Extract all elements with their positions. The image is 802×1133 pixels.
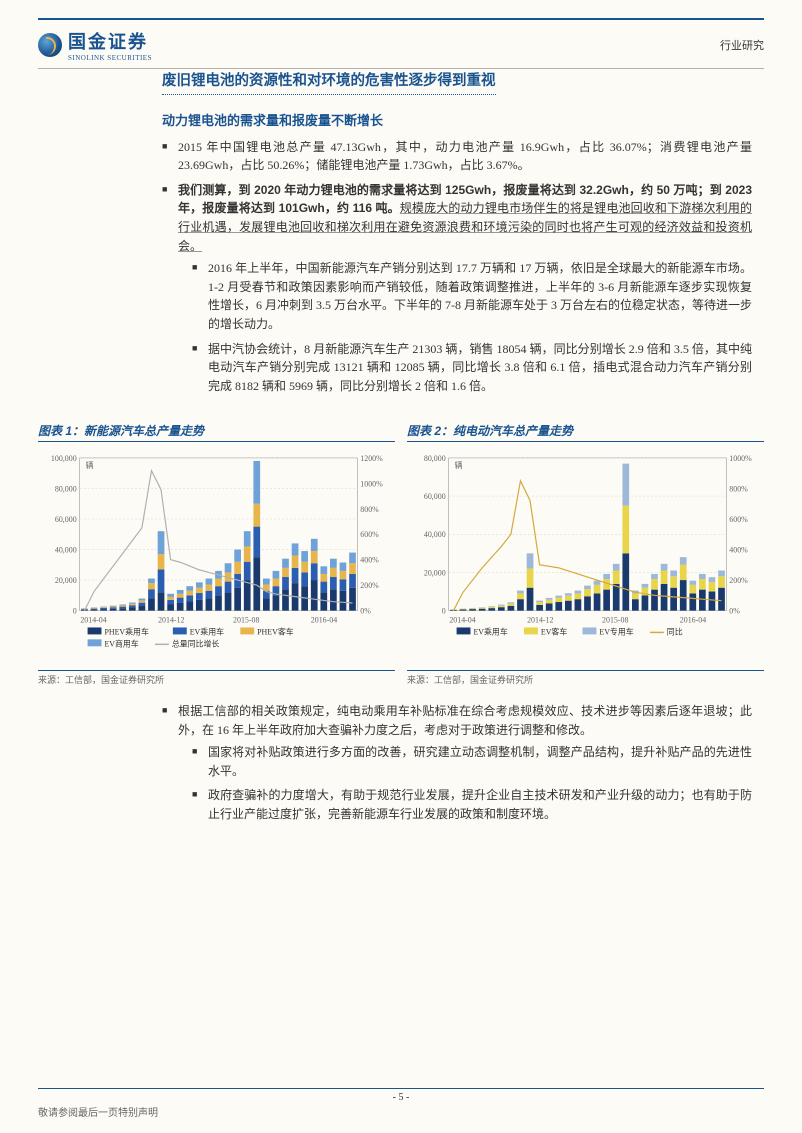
svg-text:200%: 200% bbox=[729, 576, 748, 585]
page: 国金证券 SINOLINK SECURITIES 行业研究 废旧锂电池的资源性和… bbox=[0, 0, 802, 1133]
svg-text:EV乘用车: EV乘用车 bbox=[190, 626, 224, 636]
svg-text:80,000: 80,000 bbox=[424, 454, 446, 463]
chart-2-block: 图表 2：纯电动汽车总产量走势 0 20,000 40,000 60,000 80,00… bbox=[407, 422, 764, 686]
footer-line bbox=[38, 1088, 764, 1089]
svg-text:2016-04: 2016-04 bbox=[311, 616, 337, 625]
logo-block: 国金证券 SINOLINK SECURITIES bbox=[38, 28, 152, 62]
svg-text:20,000: 20,000 bbox=[424, 568, 446, 577]
footer-note: 敬请参阅最后一页特别声明 bbox=[38, 1104, 158, 1119]
svg-text:2014-12: 2014-12 bbox=[158, 616, 184, 625]
svg-text:2015-08: 2015-08 bbox=[233, 616, 259, 625]
svg-text:PHEV客车: PHEV客车 bbox=[257, 626, 294, 636]
svg-text:60,000: 60,000 bbox=[55, 515, 77, 524]
svg-text:1200%: 1200% bbox=[360, 454, 383, 463]
chart-1-title: 图表 1：新能源汽车总产量走势 bbox=[38, 422, 395, 442]
svg-text:800%: 800% bbox=[360, 505, 379, 514]
page-number: - 5 - bbox=[0, 1092, 802, 1103]
bullet-2: 我们测算，到 2020 年动力锂电池的需求量将达到 125Gwh，报废量将达到 … bbox=[162, 181, 752, 396]
chart-1-svg: 0 20,000 40,000 60,000 80,000 100,000 0% 200% 40… bbox=[38, 446, 395, 664]
logo-icon bbox=[38, 33, 62, 57]
svg-text:0: 0 bbox=[73, 607, 77, 616]
section-h1: 废旧锂电池的资源性和对环境的危害性逐步得到重视 bbox=[162, 70, 496, 95]
brand-en: SINOLINK SECURITIES bbox=[68, 54, 152, 62]
sub-low-2: 政府查骗补的力度增大，有助于规范行业发展，提升企业自主技术研发和产业升级的动力；… bbox=[192, 786, 752, 823]
svg-text:总量同比增长: 总量同比增长 bbox=[172, 638, 220, 648]
svg-text:400%: 400% bbox=[360, 556, 379, 565]
sub-low-1: 国家将对补贴政策进行多方面的改善，研究建立动态调整机制，调整产品结构，提升补贴产… bbox=[192, 743, 752, 780]
top-border bbox=[38, 18, 764, 20]
svg-text:EV客车: EV客车 bbox=[541, 626, 567, 636]
chart-2-svg: 0 20,000 40,000 60,000 80,000 0% 200% 400% 600% 8… bbox=[407, 446, 764, 664]
svg-text:800%: 800% bbox=[729, 484, 748, 493]
svg-text:80,000: 80,000 bbox=[55, 484, 77, 493]
header-category: 行业研究 bbox=[720, 37, 764, 53]
svg-text:600%: 600% bbox=[360, 530, 379, 539]
section-h2: 动力锂电池的需求量和报废量不断增长 bbox=[162, 111, 752, 131]
chart-2-title: 图表 2：纯电动汽车总产量走势 bbox=[407, 422, 764, 442]
svg-text:1000%: 1000% bbox=[729, 454, 752, 463]
svg-text:0%: 0% bbox=[729, 607, 740, 616]
svg-text:辆: 辆 bbox=[455, 460, 463, 470]
svg-text:40,000: 40,000 bbox=[424, 530, 446, 539]
svg-text:0: 0 bbox=[442, 607, 446, 616]
content-lower: 根据工信部的相关政策规定，纯电动乘用车补贴标准在综合考虑规模效应、技术进步等因素… bbox=[162, 702, 752, 830]
svg-text:EV专用车: EV专用车 bbox=[599, 626, 633, 636]
svg-text:EV商用车: EV商用车 bbox=[104, 638, 138, 648]
svg-text:2014-04: 2014-04 bbox=[449, 616, 475, 625]
svg-text:100,000: 100,000 bbox=[51, 454, 77, 463]
svg-text:40,000: 40,000 bbox=[55, 545, 77, 554]
svg-text:2014-12: 2014-12 bbox=[527, 616, 553, 625]
brand-cn: 国金证券 bbox=[68, 28, 152, 54]
sub-bullet-1: 2016 年上半年，中国新能源汽车产销分别达到 17.7 万辆和 17 万辆，依… bbox=[192, 259, 752, 333]
content-upper: 废旧锂电池的资源性和对环境的危害性逐步得到重视 动力锂电池的需求量和报废量不断增… bbox=[162, 70, 752, 401]
svg-text:200%: 200% bbox=[360, 581, 379, 590]
bullet-1: 2015 年中国锂电池总产量 47.13Gwh，其中，动力电池产量 16.9Gw… bbox=[162, 138, 752, 175]
svg-text:2015-08: 2015-08 bbox=[602, 616, 628, 625]
svg-text:同比: 同比 bbox=[667, 626, 683, 636]
svg-text:EV乘用车: EV乘用车 bbox=[473, 626, 507, 636]
chart-1-block: 图表 1：新能源汽车总产量走势 0 20,000 40,000 60,000 80,00… bbox=[38, 422, 395, 686]
chart-2-source: 来源：工信部，国金证券研究所 bbox=[407, 670, 764, 686]
bullet-low-1-text: 根据工信部的相关政策规定，纯电动乘用车补贴标准在综合考虑规模效应、技术进步等因素… bbox=[178, 704, 752, 737]
chart-1-source: 来源：工信部，国金证券研究所 bbox=[38, 670, 395, 686]
svg-text:20,000: 20,000 bbox=[55, 576, 77, 585]
svg-text:PHEV乘用车: PHEV乘用车 bbox=[104, 626, 149, 636]
svg-text:辆: 辆 bbox=[86, 460, 94, 470]
svg-text:1000%: 1000% bbox=[360, 479, 383, 488]
svg-text:0%: 0% bbox=[360, 607, 371, 616]
svg-text:60,000: 60,000 bbox=[424, 492, 446, 501]
svg-text:400%: 400% bbox=[729, 545, 748, 554]
svg-text:600%: 600% bbox=[729, 515, 748, 524]
bullet-low-1: 根据工信部的相关政策规定，纯电动乘用车补贴标准在综合考虑规模效应、技术进步等因素… bbox=[162, 702, 752, 824]
charts-row: 图表 1：新能源汽车总产量走势 0 20,000 40,000 60,000 80,00… bbox=[38, 422, 764, 686]
header: 国金证券 SINOLINK SECURITIES 行业研究 bbox=[38, 28, 764, 69]
svg-text:2014-04: 2014-04 bbox=[80, 616, 106, 625]
sub-bullet-2: 据中汽协会统计，8 月新能源汽车生产 21303 辆，销售 18054 辆，同比… bbox=[192, 340, 752, 396]
svg-text:2016-04: 2016-04 bbox=[680, 616, 706, 625]
